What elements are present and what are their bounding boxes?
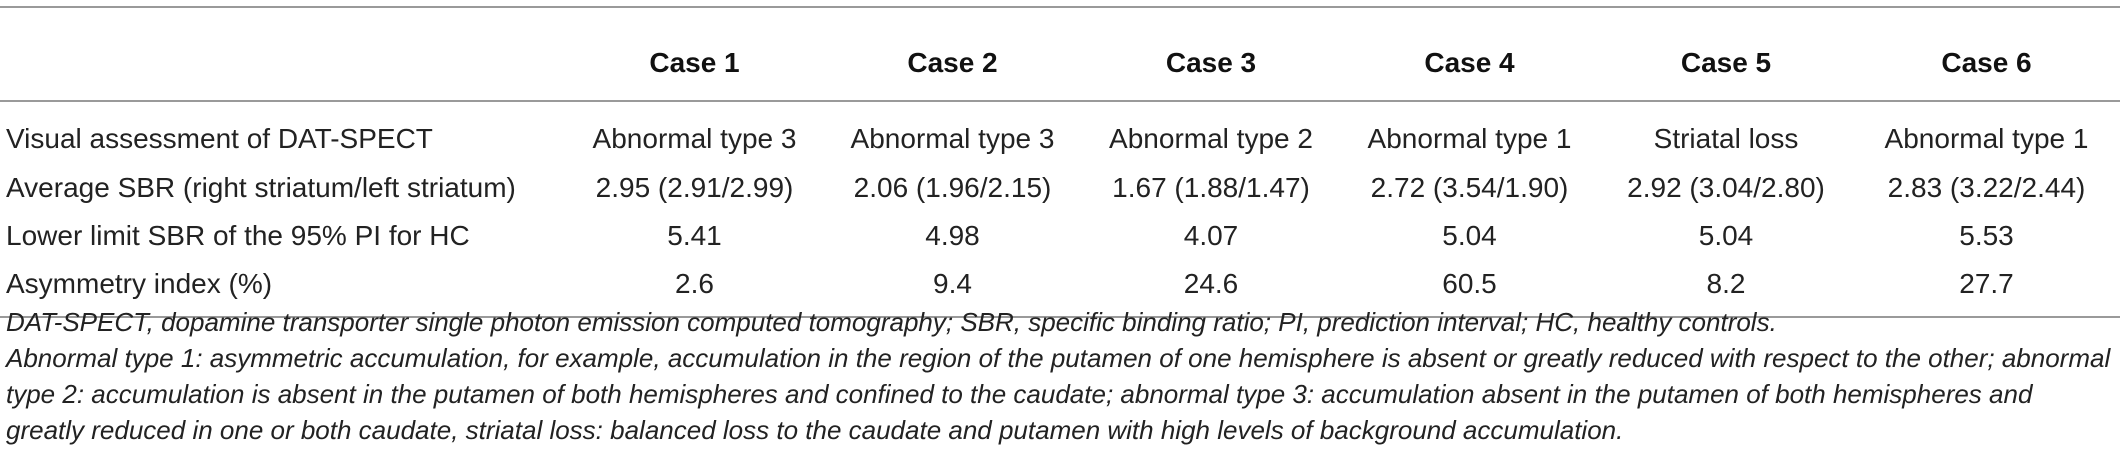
header-cell-case-3: Case 3 bbox=[1165, 47, 1257, 78]
table-cell: 5.53 bbox=[1959, 220, 2014, 251]
row-label: Average SBR (right striatum/left striatu… bbox=[6, 172, 516, 203]
row-label: Visual assessment of DAT-SPECT bbox=[6, 123, 433, 154]
table-row: Visual assessment of DAT-SPECT Abnormal … bbox=[0, 101, 2120, 164]
row-label: Lower limit SBR of the 95% PI for HC bbox=[6, 220, 470, 251]
header-cell-case-5: Case 5 bbox=[1680, 47, 1772, 78]
table-cell: Abnormal type 1 bbox=[1367, 123, 1572, 154]
table-cell: Abnormal type 1 bbox=[1884, 123, 2089, 154]
table-cell: 1.67 (1.88/1.47) bbox=[1112, 172, 1310, 203]
table-cell: 5.04 bbox=[1442, 220, 1497, 251]
header-cell-case-1: Case 1 bbox=[649, 47, 740, 78]
table-footnotes: DAT-SPECT, dopamine transporter single p… bbox=[6, 304, 2114, 448]
table-cell: 4.07 bbox=[1183, 220, 1239, 251]
row-label: Asymmetry index (%) bbox=[6, 268, 273, 299]
header-cell-blank bbox=[0, 7, 566, 101]
table-cell: 24.6 bbox=[1183, 268, 1239, 299]
table-cell: 2.92 (3.04/2.80) bbox=[1627, 172, 1825, 203]
table-cell: 60.5 bbox=[1442, 268, 1497, 299]
table-cell: 2.83 (3.22/2.44) bbox=[1887, 172, 2086, 203]
table-cell: Abnormal type 2 bbox=[1109, 123, 1313, 154]
header-cell-case-2: Case 2 bbox=[907, 47, 998, 78]
table-row: Average SBR (right striatum/left striatu… bbox=[0, 164, 2120, 212]
table-header: Case 1 Case 2 Case 3 Case 4 Case 5 Case … bbox=[0, 7, 2120, 101]
table-cell: 2.6 bbox=[675, 268, 714, 299]
table-cell: 5.04 bbox=[1698, 220, 1754, 251]
table-cell: Abnormal type 3 bbox=[592, 123, 797, 154]
footnote-abbreviations: DAT-SPECT, dopamine transporter single p… bbox=[6, 307, 1777, 337]
table-cell: 8.2 bbox=[1706, 268, 1746, 299]
header-cell-case-4: Case 4 bbox=[1424, 47, 1515, 78]
table-row: Lower limit SBR of the 95% PI for HC 5.4… bbox=[0, 212, 2120, 260]
table-cell: 2.95 (2.91/2.99) bbox=[595, 172, 794, 203]
table-cell: 2.06 (1.96/2.15) bbox=[853, 172, 1052, 203]
header-cell-case-6: Case 6 bbox=[1941, 47, 2032, 78]
table-cell: 9.4 bbox=[933, 268, 972, 299]
table-body: Visual assessment of DAT-SPECT Abnormal … bbox=[0, 101, 2120, 317]
case-comparison-table: Case 1 Case 2 Case 3 Case 4 Case 5 Case … bbox=[0, 6, 2120, 318]
table-row: Asymmetry index (%) 2.6 9.4 24.6 60.5 8.… bbox=[0, 260, 2120, 317]
header-row: Case 1 Case 2 Case 3 Case 4 Case 5 Case … bbox=[0, 7, 2120, 101]
table-cell: 2.72 (3.54/1.90) bbox=[1370, 172, 1569, 203]
table-cell: 4.98 bbox=[925, 220, 980, 251]
footnote-definitions: Abnormal type 1: asymmetric accumulation… bbox=[6, 343, 2111, 445]
table-cell: 27.7 bbox=[1959, 268, 2014, 299]
table-cell: Abnormal type 3 bbox=[850, 123, 1055, 154]
table-cell: 5.41 bbox=[667, 220, 722, 251]
table-cell: Striatal loss bbox=[1653, 123, 1799, 154]
